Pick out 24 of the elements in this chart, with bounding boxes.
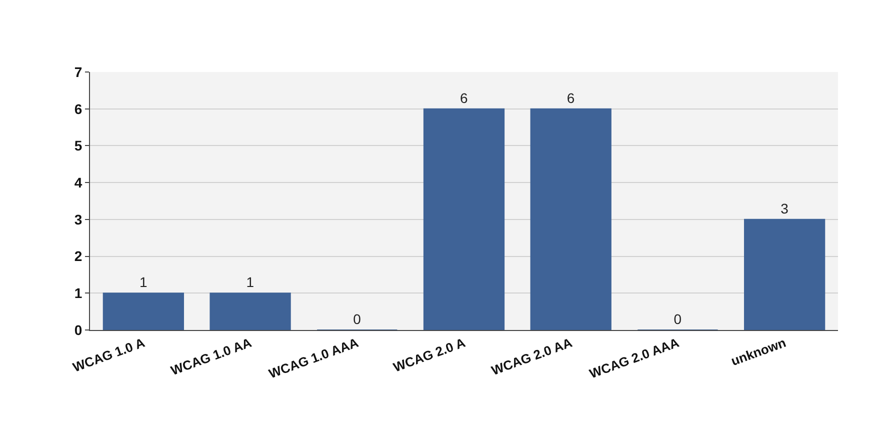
data-label: 0	[353, 311, 362, 327]
y-tick-label: 2	[74, 248, 82, 264]
y-tick-label: 1	[74, 285, 82, 302]
y-tick-label: 5	[74, 138, 82, 154]
bar	[530, 108, 612, 330]
x-tick-label: WCAG 2.0 AAA	[587, 334, 682, 382]
data-label: 0	[674, 311, 682, 327]
data-label: 6	[566, 90, 575, 106]
x-tick-label: WCAG 1.0 AAA	[266, 334, 361, 382]
x-tick-label: WCAG 2.0 AA	[489, 334, 575, 378]
bar	[210, 292, 291, 330]
data-label: 3	[780, 200, 789, 216]
x-tick-label: WCAG 2.0 A	[391, 334, 468, 375]
bar	[423, 108, 505, 330]
bar	[102, 292, 184, 330]
data-label: 6	[460, 90, 468, 106]
y-tick-label: 3	[74, 211, 82, 228]
x-tick-label: WCAG 1.0 AA	[168, 334, 254, 378]
y-tick-label: 6	[74, 100, 82, 117]
bar	[744, 218, 826, 330]
data-label: 1	[139, 274, 148, 290]
data-label: 1	[246, 274, 254, 290]
y-tick-label: 7	[74, 64, 82, 80]
y-tick-label: 4	[74, 174, 82, 190]
